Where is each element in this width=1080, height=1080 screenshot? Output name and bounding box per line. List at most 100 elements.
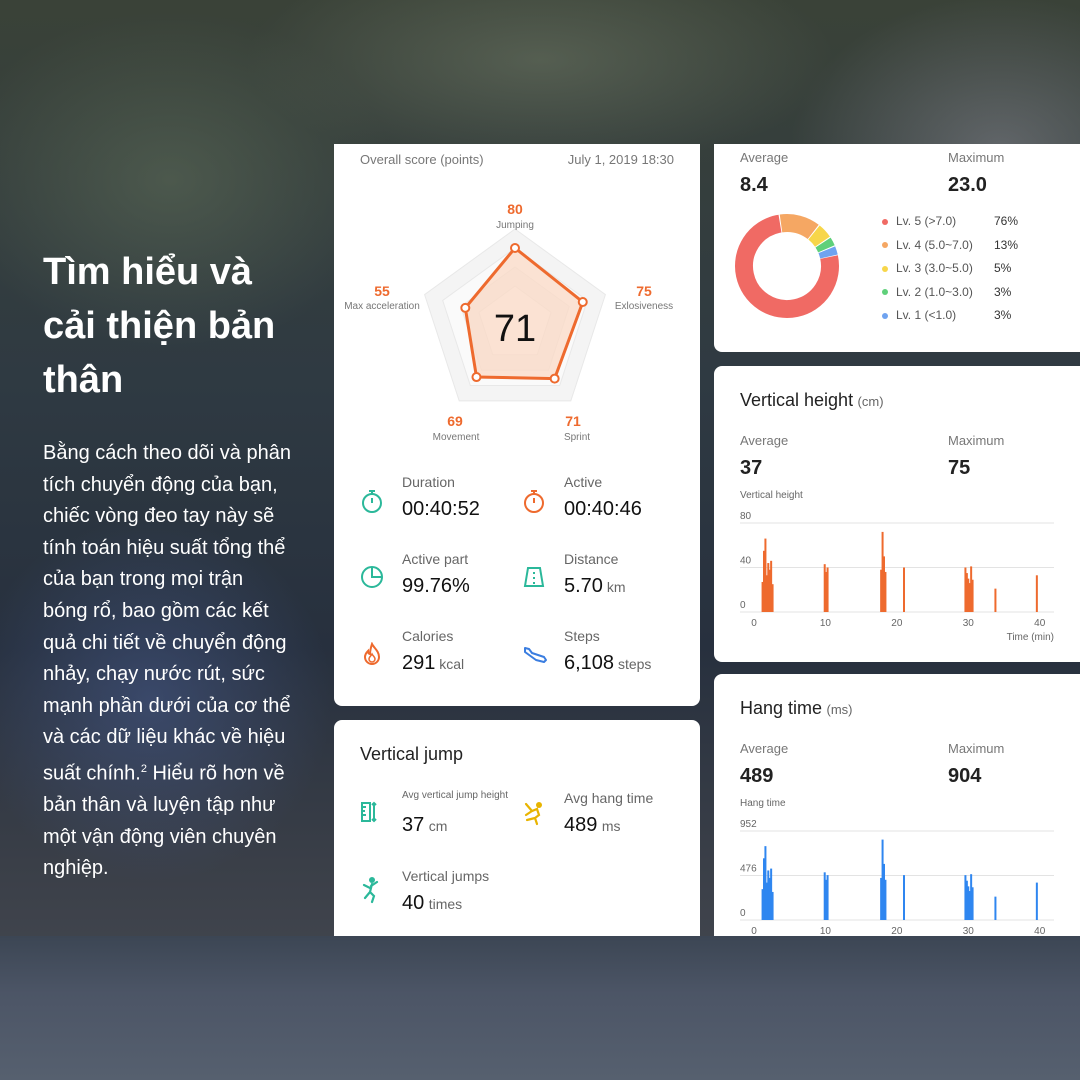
chart-bar <box>994 588 997 612</box>
vertical-jumps-value: 40 <box>402 892 425 914</box>
chart-bar <box>883 863 885 920</box>
chart-bar <box>964 567 967 612</box>
legend-item: Lv. 5 (>7.0) <box>882 214 956 228</box>
chart-bar <box>884 571 887 612</box>
chart-bar <box>770 868 773 920</box>
radar-score-polygon <box>463 245 585 381</box>
legend-label: Lv. 5 (>7.0) <box>896 214 957 228</box>
vertical-height-chart: 0 40 80 0 10 20 30 40 Time (min) <box>740 511 1054 643</box>
chart-bar <box>994 896 997 920</box>
stopwatch-icon <box>360 488 384 519</box>
hang-time-chart: 0 476 952 0 10 20 30 40 <box>740 819 1054 936</box>
legend-percent: 13% <box>994 237 1019 252</box>
sprint-label: Sprint <box>564 432 590 443</box>
avg-hang-time-label: Avg hang time <box>564 790 654 806</box>
chart-bar <box>767 563 770 612</box>
stat-number: 00:40:52 <box>402 498 480 520</box>
jumping-value: 80 <box>507 201 523 217</box>
chart-bar <box>765 882 768 920</box>
chart-bar <box>903 567 905 612</box>
body-text: Bằng cách theo dõi và phân tích chuyển đ… <box>43 438 293 885</box>
chart-bar <box>964 875 967 920</box>
chart-bar <box>968 891 971 920</box>
intensity-max-label: Maximum <box>948 150 1005 165</box>
x-tick-label: 40 <box>1034 926 1046 936</box>
legend-dot <box>882 242 888 249</box>
chart-bar <box>971 887 974 920</box>
stat-unit: kcal <box>435 656 465 672</box>
vertical-height-title-unit: (cm) <box>857 394 884 409</box>
chart-bar <box>771 584 774 612</box>
x-tick-label: 20 <box>891 926 903 936</box>
hang-time-card: Hang time (ms) Average 489 Maximum 904 H… <box>714 674 1080 936</box>
chart-bar <box>883 556 885 612</box>
body-tail: Hiểu rõ hơn về bản thân và luyện tập như… <box>43 762 285 880</box>
y-tick-label: 80 <box>740 511 752 522</box>
vertical-jumps-label: Vertical jumps <box>402 868 490 884</box>
overall-score-date: July 1, 2019 18:30 <box>567 152 674 167</box>
max-acceleration-value: 55 <box>374 283 390 299</box>
chart-bar <box>764 538 767 612</box>
stat-value: 5.70 km <box>564 575 626 598</box>
movement-value: 69 <box>447 413 463 429</box>
chart-bar <box>768 877 771 920</box>
chart-bar <box>884 879 887 920</box>
radar-point <box>549 373 560 384</box>
legend-label: Lv. 4 (5.0~7.0) <box>896 237 973 252</box>
ht-max-value: 904 <box>948 765 982 787</box>
body-main: Bằng cách theo dõi và phân tích chuyển đ… <box>43 442 291 785</box>
chart-bar <box>771 891 774 920</box>
shoe-icon <box>522 642 548 671</box>
overall-score-title: Overall score (points) <box>360 152 484 167</box>
background-floor <box>0 936 1080 1080</box>
chart-bar <box>823 564 826 612</box>
avg-hang-time-unit: ms <box>601 818 621 834</box>
chart-bar <box>764 846 767 920</box>
avg-jump-height-value: 37 <box>402 814 425 836</box>
chart-bar <box>968 583 971 612</box>
intensity-donut-chart <box>735 214 839 318</box>
x-tick-label: 30 <box>963 618 975 629</box>
x-tick-label: 20 <box>891 618 903 629</box>
chart-bar <box>763 550 765 612</box>
stat-value: 6,108 steps <box>564 652 651 675</box>
stat-value: 00:40:52 <box>402 498 480 521</box>
stat-value: 99.76% <box>402 575 470 598</box>
intensity-average-label: Average <box>740 150 789 165</box>
footnote-marker: 2 <box>140 762 147 775</box>
vh-average-value: 37 <box>740 457 763 479</box>
chart-bar <box>881 531 884 612</box>
explosiveness-label: Exlosiveness <box>615 301 673 312</box>
player-jump-icon <box>520 800 546 831</box>
y-tick-label: 0 <box>740 908 746 919</box>
x-tick-label: 10 <box>820 618 832 629</box>
stat-unit: km <box>602 579 626 595</box>
x-tick-label: 40 <box>1034 618 1046 629</box>
chart-bar <box>965 880 968 920</box>
chart-bar <box>965 573 968 612</box>
chart-bar <box>970 566 973 612</box>
stat-number: 5.70 <box>564 575 603 597</box>
stat-number: 6,108 <box>564 652 615 674</box>
chart-bar <box>761 889 764 920</box>
ht-average-value: 489 <box>740 765 774 787</box>
vertical-height-title: Vertical height <box>740 390 854 410</box>
chart-bar <box>880 877 883 920</box>
y-tick-label: 952 <box>740 819 757 830</box>
flame-icon <box>360 641 384 673</box>
headline: Tìm hiểu và cải thiện bản thân <box>43 251 276 401</box>
stat-value: 00:40:46 <box>564 498 642 521</box>
legend-percent: 76% <box>994 214 1019 228</box>
chart-bar <box>763 858 765 920</box>
court-icon <box>522 565 546 594</box>
legend-item: Lv. 2 (1.0~3.0) <box>882 285 973 299</box>
vh-chart-ylabel: Vertical height <box>740 490 803 501</box>
chart-bar <box>967 578 970 612</box>
chart-bar <box>970 874 973 920</box>
chart-bar <box>767 870 770 920</box>
legend-item: Lv. 3 (3.0~5.0) <box>882 261 973 275</box>
movement-label: Movement <box>433 432 480 443</box>
ht-chart-ylabel: Hang time <box>740 798 786 809</box>
sprint-value: 71 <box>565 413 581 429</box>
avg-hang-time-value: 489 <box>564 814 598 836</box>
